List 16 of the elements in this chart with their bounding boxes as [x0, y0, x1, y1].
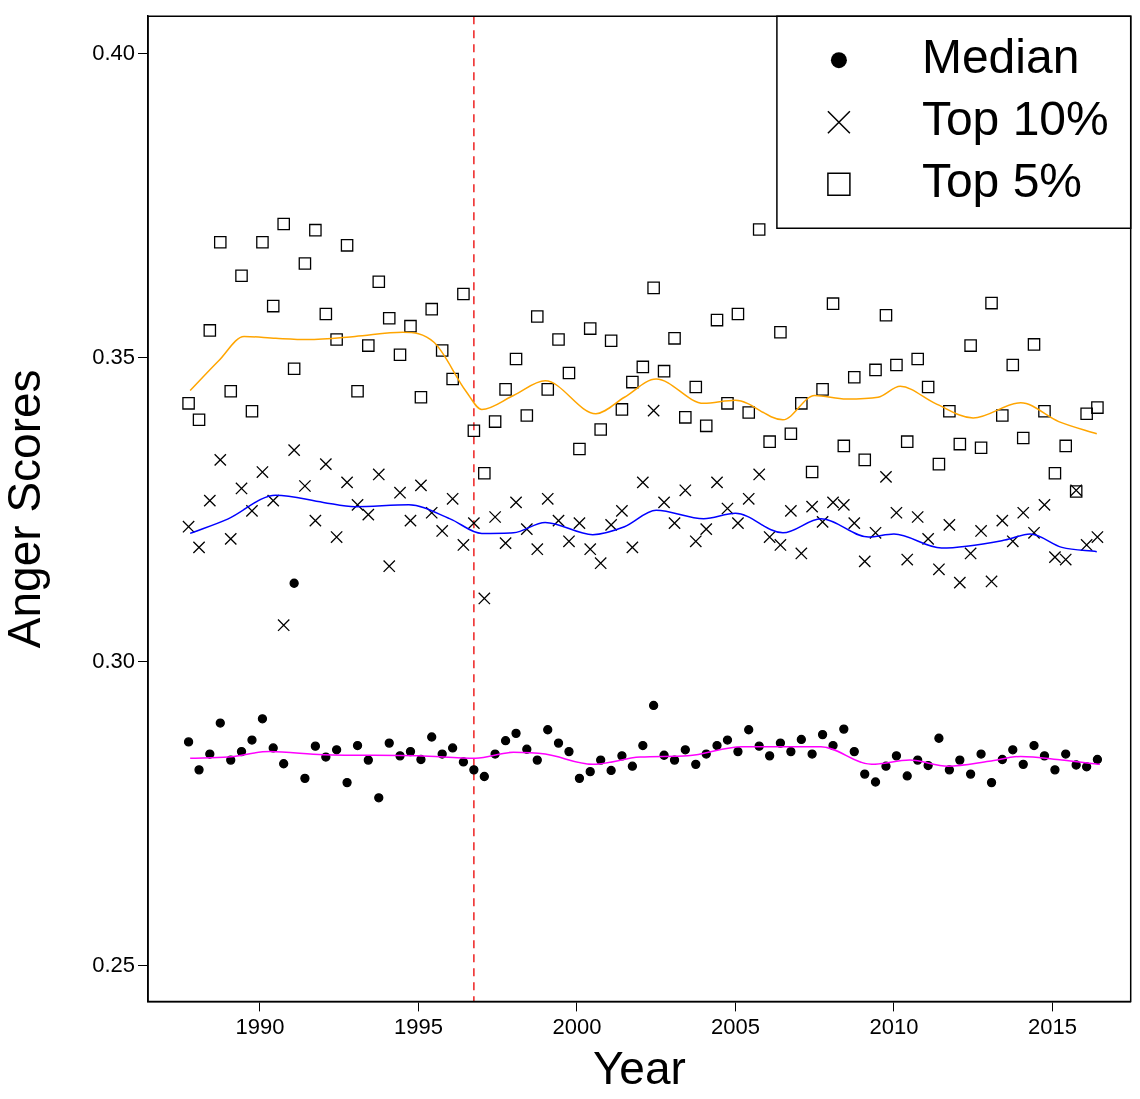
- x-tick-label: 2010: [869, 1013, 919, 1039]
- y-tick-label: 0.25: [92, 951, 135, 977]
- x-tick-label: 1995: [393, 1013, 443, 1039]
- legend-label: Top 10%: [921, 92, 1109, 146]
- x-tick-label: 2015: [1027, 1013, 1077, 1039]
- y-tick-label: 0.35: [92, 343, 135, 369]
- y-tick-label: 0.30: [92, 647, 135, 673]
- x-tick-label: 2005: [710, 1013, 760, 1039]
- y-tick-label: 0.40: [92, 39, 135, 65]
- legend-label: Median: [921, 30, 1080, 84]
- x-axis-title: Year: [592, 1042, 686, 1095]
- line-series: [189, 494, 1098, 553]
- x-tick-label: 1990: [235, 1013, 285, 1039]
- x-tick-label: 2000: [552, 1013, 602, 1039]
- legend-label: Top 5%: [921, 154, 1083, 208]
- y-axis-title: Anger Scores: [0, 369, 51, 649]
